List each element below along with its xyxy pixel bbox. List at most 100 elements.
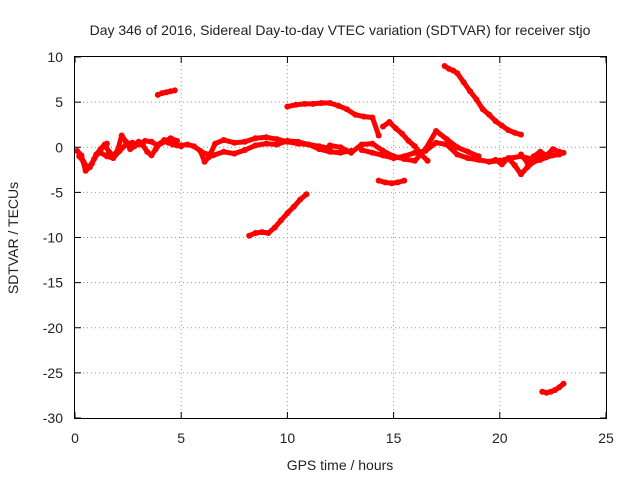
data-point (171, 87, 178, 94)
data-point (443, 141, 450, 148)
data-point (492, 118, 499, 125)
data-point (305, 141, 312, 148)
data-point (252, 230, 259, 236)
x-tick-label: 20 (492, 430, 508, 446)
y-tick-label: -30 (43, 410, 63, 426)
data-point (142, 137, 149, 144)
data-point (560, 380, 567, 387)
data-point (352, 111, 359, 118)
data-point (263, 140, 270, 147)
data-point (116, 147, 123, 154)
data-point (292, 101, 299, 108)
data-series-track-m (442, 63, 524, 138)
data-point (99, 144, 106, 151)
data-point (231, 139, 238, 146)
data-point (460, 79, 467, 86)
data-point (524, 164, 531, 171)
data-point (326, 100, 333, 106)
data-point (343, 106, 350, 113)
data-point (360, 113, 367, 120)
data-point (518, 151, 524, 158)
data-point (190, 143, 197, 150)
data-point (394, 179, 401, 186)
data-point (369, 149, 376, 156)
data-point (386, 119, 393, 125)
data-point (258, 229, 265, 236)
data-point (118, 132, 125, 139)
data-point (380, 147, 386, 154)
data-point (252, 135, 259, 142)
data-point (498, 122, 505, 129)
x-tick-label: 10 (280, 430, 296, 446)
data-point (390, 155, 397, 162)
data-point (524, 159, 531, 166)
data-point (433, 128, 440, 134)
data-point (549, 146, 556, 153)
data-point (443, 136, 450, 143)
y-axis-label: SDTVAR / TECUs (5, 182, 21, 294)
data-point (252, 142, 259, 149)
data-point (358, 141, 365, 148)
data-point (271, 224, 278, 231)
data-point (284, 137, 291, 144)
data-point (511, 162, 518, 169)
y-tick-label: -5 (51, 184, 64, 200)
data-point (411, 149, 418, 156)
data-point (199, 149, 206, 156)
data-series-track-g (246, 191, 309, 239)
data-point (103, 153, 110, 160)
data-point (212, 140, 219, 147)
data-point (78, 152, 85, 159)
data-point (74, 147, 81, 154)
data-point (422, 147, 429, 154)
data-point (106, 148, 112, 155)
data-point (380, 123, 386, 130)
y-tick-label: 10 (47, 49, 63, 65)
data-point (303, 191, 310, 198)
chart-title: Day 346 of 2016, Sidereal Day-to-day VTE… (90, 22, 591, 38)
data-point (241, 147, 248, 153)
data-point (284, 103, 291, 110)
data-point (399, 130, 406, 137)
data-point (144, 148, 151, 155)
data-point (127, 146, 134, 153)
data-point (511, 129, 518, 136)
data-point (220, 137, 227, 143)
tick-layer: 0 5 10 15 20 25 -30 -25 -20 -15 -10 -5 0 5 10 (43, 49, 614, 446)
data-point (401, 153, 408, 160)
data-point (91, 156, 98, 162)
data-point (86, 164, 93, 171)
data-point (201, 158, 208, 165)
y-tick-label: -20 (43, 320, 63, 336)
data-point (309, 100, 316, 107)
data-point (375, 132, 382, 139)
data-point (337, 149, 344, 156)
data-point (392, 125, 399, 132)
data-point (148, 152, 155, 159)
x-tick-label: 0 (71, 430, 79, 446)
data-point (454, 70, 461, 77)
data-point (369, 114, 376, 121)
data-point (326, 142, 333, 149)
data-point (301, 100, 308, 107)
data-point (265, 230, 272, 236)
data-point (316, 146, 323, 153)
data-point (424, 157, 431, 164)
data-point (123, 141, 129, 148)
data-point (82, 167, 89, 174)
data-point (135, 141, 142, 148)
data-point (263, 134, 270, 141)
data-point (411, 157, 418, 164)
data-point (537, 156, 544, 163)
grid-layer (75, 57, 606, 418)
y-tick-label: 0 (55, 139, 63, 155)
data-point (405, 137, 412, 144)
data-point (464, 148, 471, 155)
data-point (518, 171, 524, 178)
data-point (505, 127, 512, 134)
data-point (174, 137, 180, 144)
y-tick-label: -10 (43, 230, 63, 246)
data-point (337, 144, 344, 151)
data-point (167, 135, 174, 142)
